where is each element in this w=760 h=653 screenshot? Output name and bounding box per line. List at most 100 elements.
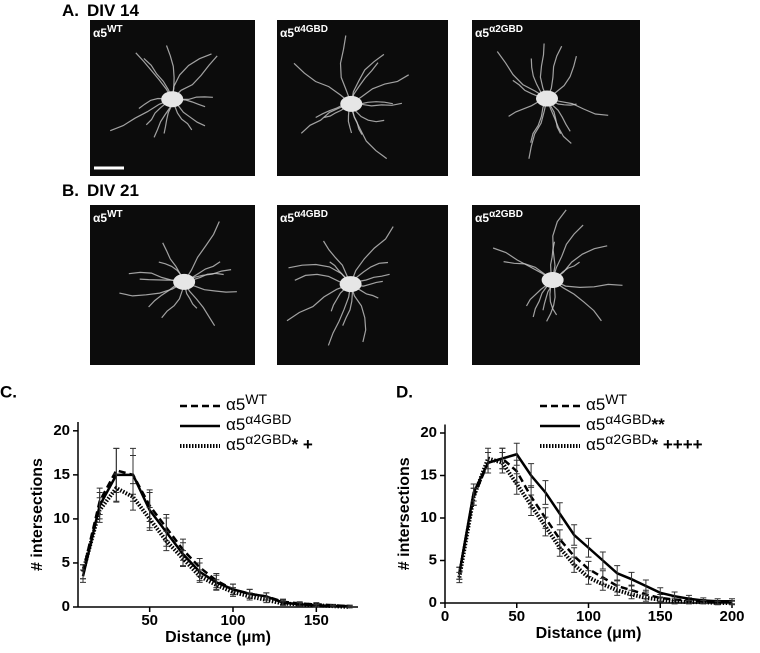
error-bar xyxy=(346,605,353,609)
micrograph xyxy=(277,20,448,176)
panel-label: A. DIV 14 xyxy=(62,1,140,20)
series-line xyxy=(457,456,732,605)
legend-sup: α2GBD xyxy=(605,431,651,447)
error-bar xyxy=(528,463,535,488)
panel-title: DIV 21 xyxy=(87,181,139,200)
legend-annotation: ** xyxy=(652,415,666,434)
neurite xyxy=(350,283,367,343)
image-label-sup: α2GBD xyxy=(489,209,523,220)
image-label-base: α5 xyxy=(475,26,489,40)
image-label-base: α5 xyxy=(93,211,107,225)
error-bar xyxy=(296,602,303,607)
error-bar xyxy=(313,603,320,607)
error-bar xyxy=(571,556,578,573)
neurite xyxy=(496,51,548,100)
legend-sup: α4GBD xyxy=(245,411,291,427)
error-bar xyxy=(196,569,203,583)
neurite xyxy=(546,98,572,144)
legend-name: α5 xyxy=(586,395,605,414)
image-label-base: α5 xyxy=(93,26,107,40)
error-bar xyxy=(729,600,735,606)
error-bar xyxy=(556,502,563,526)
legend-label: α5α4GBD** xyxy=(586,411,665,435)
error-bar xyxy=(685,599,692,605)
image-label: α5WT xyxy=(93,209,123,226)
error-bar xyxy=(599,577,606,591)
error-bar xyxy=(113,473,120,503)
error-bar xyxy=(628,571,635,587)
soma xyxy=(340,95,363,112)
error-bar xyxy=(513,442,520,466)
error-bar xyxy=(246,592,253,601)
neurite xyxy=(546,45,563,99)
neurite xyxy=(322,240,352,285)
legend-name: α5 xyxy=(226,395,245,414)
legend-sup: α2GBD xyxy=(245,431,291,447)
x-axis-label: Distance (μm) xyxy=(536,625,642,642)
x-tick-label: 150 xyxy=(304,612,329,629)
error-bar xyxy=(700,599,707,605)
image-label: α5α4GBD xyxy=(280,209,328,226)
image-label-base: α5 xyxy=(280,26,294,40)
y-tick-label: 5 xyxy=(62,554,70,571)
x-tick-label: 150 xyxy=(648,608,673,625)
neurite xyxy=(350,53,385,104)
y-axis-label: # intersections xyxy=(396,457,413,570)
neurite xyxy=(109,98,173,132)
error-bar xyxy=(714,600,721,606)
neurite xyxy=(183,281,216,327)
error-bar xyxy=(163,530,170,552)
x-tick-label: 100 xyxy=(576,608,601,625)
x-tick-label: 100 xyxy=(220,612,245,629)
error-bar xyxy=(628,589,635,600)
neurite xyxy=(327,283,352,346)
panel-label: D. xyxy=(396,382,413,401)
neurite xyxy=(171,55,218,100)
x-tick-label: 200 xyxy=(719,608,744,625)
error-bar xyxy=(657,596,664,603)
error-bar xyxy=(230,587,236,597)
y-tick-label: 10 xyxy=(53,510,70,527)
error-bar xyxy=(642,594,649,602)
soma xyxy=(339,276,362,293)
legend-name: α5 xyxy=(226,435,245,454)
image-label: α5α2GBD xyxy=(475,24,523,41)
legend-label: α5WT xyxy=(586,391,628,415)
image-label-base: α5 xyxy=(475,211,489,225)
image-label: α5α2GBD xyxy=(475,209,523,226)
image-label-sup: α2GBD xyxy=(489,24,523,35)
neurite xyxy=(552,224,584,281)
error-bar xyxy=(485,447,492,470)
x-axis-label: Distance (μm) xyxy=(165,629,271,646)
soma xyxy=(541,271,564,288)
y-tick-label: 15 xyxy=(420,466,437,483)
error-bar xyxy=(96,497,103,523)
error-bar xyxy=(263,596,270,604)
error-bar xyxy=(642,579,649,593)
y-tick-label: 10 xyxy=(420,509,437,526)
neurite xyxy=(165,45,175,100)
legend-label: α5α2GBD* + xyxy=(226,431,313,455)
y-tick-label: 0 xyxy=(429,594,437,611)
error-bar xyxy=(585,570,592,585)
neurite xyxy=(528,98,548,159)
series-line xyxy=(81,485,350,609)
error-bar xyxy=(80,564,86,580)
series-line xyxy=(458,452,732,603)
image-label-base: α5 xyxy=(280,211,294,225)
neurite xyxy=(552,245,608,281)
neurite xyxy=(552,279,602,322)
error-bar xyxy=(671,598,678,605)
legend-annotation: * + xyxy=(292,435,313,454)
legend-label: α5α2GBD* ++++ xyxy=(586,431,703,455)
image-label-sup: WT xyxy=(107,209,123,220)
neurite xyxy=(552,279,623,289)
error-bar xyxy=(542,516,549,537)
y-tick-label: 20 xyxy=(420,424,437,441)
legend-sup: WT xyxy=(605,391,627,407)
micrograph xyxy=(277,205,448,365)
neurite xyxy=(552,209,567,281)
neurite xyxy=(143,57,173,100)
error-bar xyxy=(614,584,621,596)
y-axis-label: # intersections xyxy=(29,458,46,571)
